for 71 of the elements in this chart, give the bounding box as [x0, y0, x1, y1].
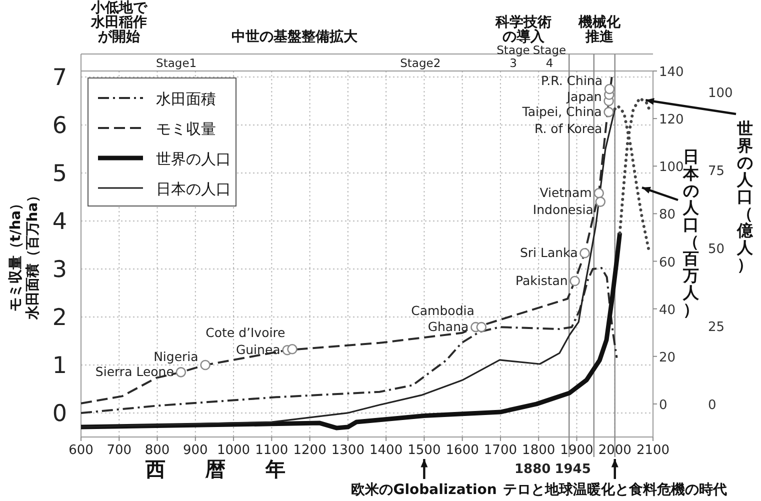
text: 世界の人口（億人）	[737, 119, 753, 274]
x-tick-label: 1200	[293, 443, 326, 458]
y2-tick-label: 100	[659, 160, 684, 176]
annotation: R. of Korea	[534, 120, 602, 136]
annotation: Japan	[566, 89, 602, 104]
y3-tick-label: 50	[708, 242, 725, 257]
y2-tick-label: 0	[659, 398, 668, 413]
x-tick-label: 1500	[408, 443, 441, 458]
text: Stage 3	[496, 43, 530, 70]
y3-tick-label: 75	[708, 164, 725, 179]
annotation: Sierra Leone	[95, 364, 174, 380]
y2-tick-label: 80	[659, 208, 676, 223]
annotation: Vietnam	[540, 185, 592, 200]
annotation: Taipei, China	[521, 104, 602, 120]
y-tick-label: 2	[52, 305, 67, 331]
y-tick-label: 1	[52, 353, 67, 379]
annotation: Ghana	[428, 319, 469, 334]
annotation: Sri Lanka	[520, 245, 578, 260]
text: 科学技術の導入	[494, 14, 552, 45]
annotation: Pakistan	[515, 273, 568, 288]
text: 小低地で水田稲作が開始	[90, 0, 148, 45]
annotation: Guinea	[236, 342, 280, 358]
legend-label: 世界の人口	[156, 150, 231, 168]
y2-tick-label: 120	[659, 112, 684, 128]
x-tick-label: 1600	[446, 443, 479, 458]
x-tick-label: 1900	[560, 443, 594, 458]
x-tick-label: 1100	[255, 443, 288, 458]
y-tick-label: 5	[52, 161, 67, 187]
legend-label: 日本の人口	[156, 180, 231, 198]
x-tick-label: 1400	[370, 443, 403, 458]
y3-tick-label: 100	[708, 86, 733, 101]
y-tick-label: 7	[52, 65, 67, 91]
x-tick-label: 900	[182, 443, 208, 458]
x-tick-label: 700	[106, 443, 132, 458]
text: 機械化推進	[578, 14, 622, 45]
y2-tick-label: 20	[659, 350, 676, 366]
y-axis-title: モミ収量（t/ha）水田面積（百万ha）	[8, 188, 41, 321]
text: Stage 4	[532, 43, 566, 70]
text: Stage2	[400, 56, 441, 70]
y2-tick-label: 40	[659, 302, 676, 318]
x-tick-label: 1800	[522, 443, 556, 458]
annotation: P.R. China	[541, 73, 603, 88]
x-tick-label: 2000	[598, 443, 632, 458]
annotation: Nigeria	[154, 349, 198, 364]
y-tick-label: 0	[52, 401, 67, 427]
annotation: Indonesia	[532, 202, 594, 217]
annotation: Cote d’Ivoire	[206, 325, 286, 340]
y2-tick-label: 140	[659, 65, 684, 80]
y-tick-label: 4	[52, 209, 67, 235]
text: 日本の人口（百万人）	[683, 147, 699, 319]
x-tick-label: 1700	[484, 443, 518, 458]
y-tick-label: 3	[52, 257, 67, 283]
legend-label: モミ収量	[156, 120, 216, 138]
annotation: Cambodia	[411, 303, 474, 318]
y2-tick-label: 60	[659, 255, 676, 270]
x-tick-label: 2100	[636, 443, 670, 458]
y3-tick-label: 25	[708, 320, 725, 335]
text: 中世の基盤整備拡大	[232, 28, 359, 45]
x-tick-label: 1300	[331, 443, 364, 458]
x-tick-label: 600	[68, 443, 94, 458]
legend-label: 水田面積	[156, 90, 216, 108]
text: Stage1	[156, 56, 197, 70]
y3-tick-label: 0	[708, 398, 716, 413]
x-tick-label: 800	[144, 443, 170, 458]
text: テロと地球温暖化と食料危機の時代	[502, 481, 727, 498]
x-axis-title: 西暦年	[144, 457, 326, 481]
ref-line-label: 1880	[514, 462, 551, 477]
x-tick-label: 1000	[216, 443, 250, 458]
text: 欧米のGlobalization	[351, 482, 497, 498]
ref-line-label: 1945	[554, 462, 591, 477]
y-tick-label: 6	[52, 113, 67, 139]
